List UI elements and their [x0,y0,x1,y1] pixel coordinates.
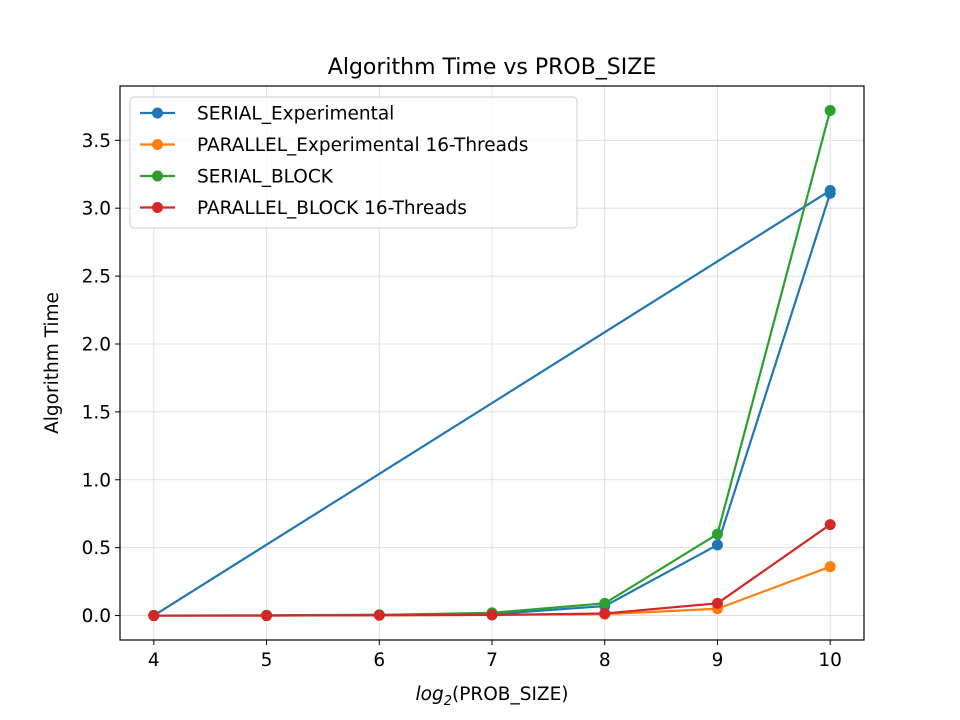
data-point [148,610,160,622]
x-tick-label: 5 [261,650,273,671]
x-axis: 4 5 6 7 8 9 10 [148,640,842,671]
x-tick-label: 6 [373,650,385,671]
legend-marker [152,139,163,150]
legend-item: SERIAL_BLOCK [140,167,334,188]
x-axis-label-subscript: 2 [444,694,452,709]
x-tick-label: 4 [148,650,160,671]
x-tick-label: 8 [599,650,611,671]
legend-marker [152,170,163,182]
x-tick-label: 9 [712,650,724,671]
legend-label: SERIAL_Experimental [197,104,394,125]
y-tick-label: 1.5 [82,402,111,423]
y-tick-label: 3.5 [82,131,111,152]
x-tick-label: 7 [486,650,498,671]
series-layer [148,104,836,622]
legend-item: PARALLEL_BLOCK 16-Threads [140,198,467,219]
data-point [711,539,723,551]
legend-label: PARALLEL_Experimental 16-Threads [197,135,528,156]
y-tick-label: 2.5 [82,267,111,288]
legend-item: SERIAL_Experimental [140,104,394,125]
data-point [824,187,836,199]
data-point [373,609,385,621]
y-tick-label: 3.0 [82,199,111,220]
legend-marker [152,202,163,213]
legend-label: PARALLEL_BLOCK 16-Threads [197,198,467,219]
y-axis-label: Algorithm Time [42,292,63,434]
data-point [486,609,498,621]
chart-title: Algorithm Time vs PROB_SIZE [328,55,656,80]
legend-item: PARALLEL_Experimental 16-Threads [140,135,528,156]
x-tick-label: 10 [818,650,842,671]
data-point [711,528,723,540]
data-point [824,519,836,531]
data-point [599,597,611,609]
data-point [711,597,723,609]
y-tick-label: 2.0 [82,334,111,355]
data-point [261,610,273,622]
legend: SERIAL_Experimental PARALLEL_Experimental… [129,96,578,229]
x-axis-label-suffix: (PROB_SIZE) [452,684,569,705]
legend-label: SERIAL_BLOCK [197,167,334,188]
y-tick-label: 0.0 [82,606,111,627]
series-4 [148,519,836,622]
y-axis: 0.0 0.5 1.0 1.5 2.0 2.5 3.0 3.5 [82,131,120,627]
x-axis-label-prefix: log [416,684,444,705]
legend-frame [129,96,578,229]
legend-marker [152,107,163,119]
x-axis-label: log2(PROB_SIZE) [416,684,569,709]
data-point [824,104,836,116]
y-tick-label: 1.0 [82,470,111,491]
data-point [824,561,836,573]
data-point [599,608,611,620]
y-tick-label: 0.5 [82,538,111,559]
